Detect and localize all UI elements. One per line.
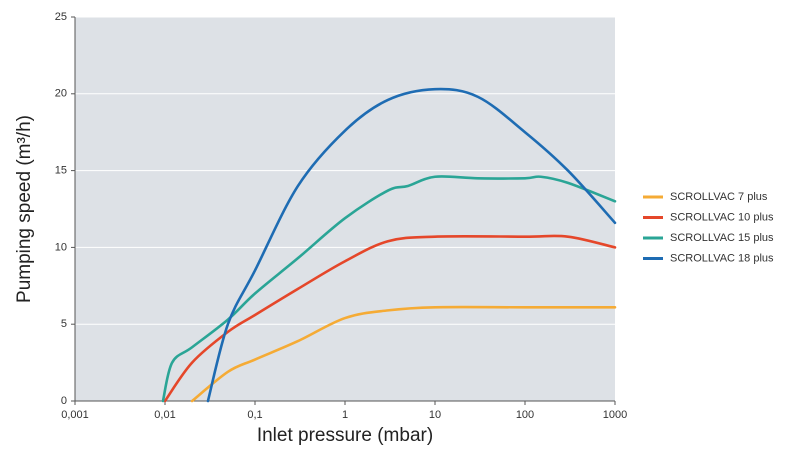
x-tick-label: 10: [429, 409, 441, 421]
x-tick-label: 0,1: [247, 409, 262, 421]
series-line: [163, 234, 617, 403]
x-tick-label: 0,001: [61, 409, 89, 421]
y-tick-label: 20: [55, 88, 67, 100]
series-line: [161, 175, 617, 403]
series-line: [206, 87, 617, 403]
y-tick-label: 25: [55, 11, 67, 23]
y-tick-label: 0: [61, 395, 67, 407]
x-tick-label: 1000: [603, 409, 627, 421]
legend-label: SCROLLVAC 18 plus: [670, 252, 774, 264]
plot-area: [75, 17, 615, 401]
legend-label: SCROLLVAC 15 plus: [670, 232, 774, 244]
x-tick-label: 1: [342, 409, 348, 421]
series-line: [190, 305, 617, 403]
x-tick-label: 0,01: [154, 409, 175, 421]
y-tick-label: 10: [55, 241, 67, 253]
x-tick-label: 100: [516, 409, 534, 421]
legend-label: SCROLLVAC 7 plus: [670, 191, 768, 203]
y-tick-label: 15: [55, 165, 67, 177]
legend-label: SCROLLVAC 10 plus: [670, 211, 774, 223]
y-tick-label: 5: [61, 318, 67, 330]
y-axis-title: Pumping speed (m³/h): [14, 115, 35, 303]
x-axis-title: Inlet pressure (mbar): [257, 425, 433, 446]
